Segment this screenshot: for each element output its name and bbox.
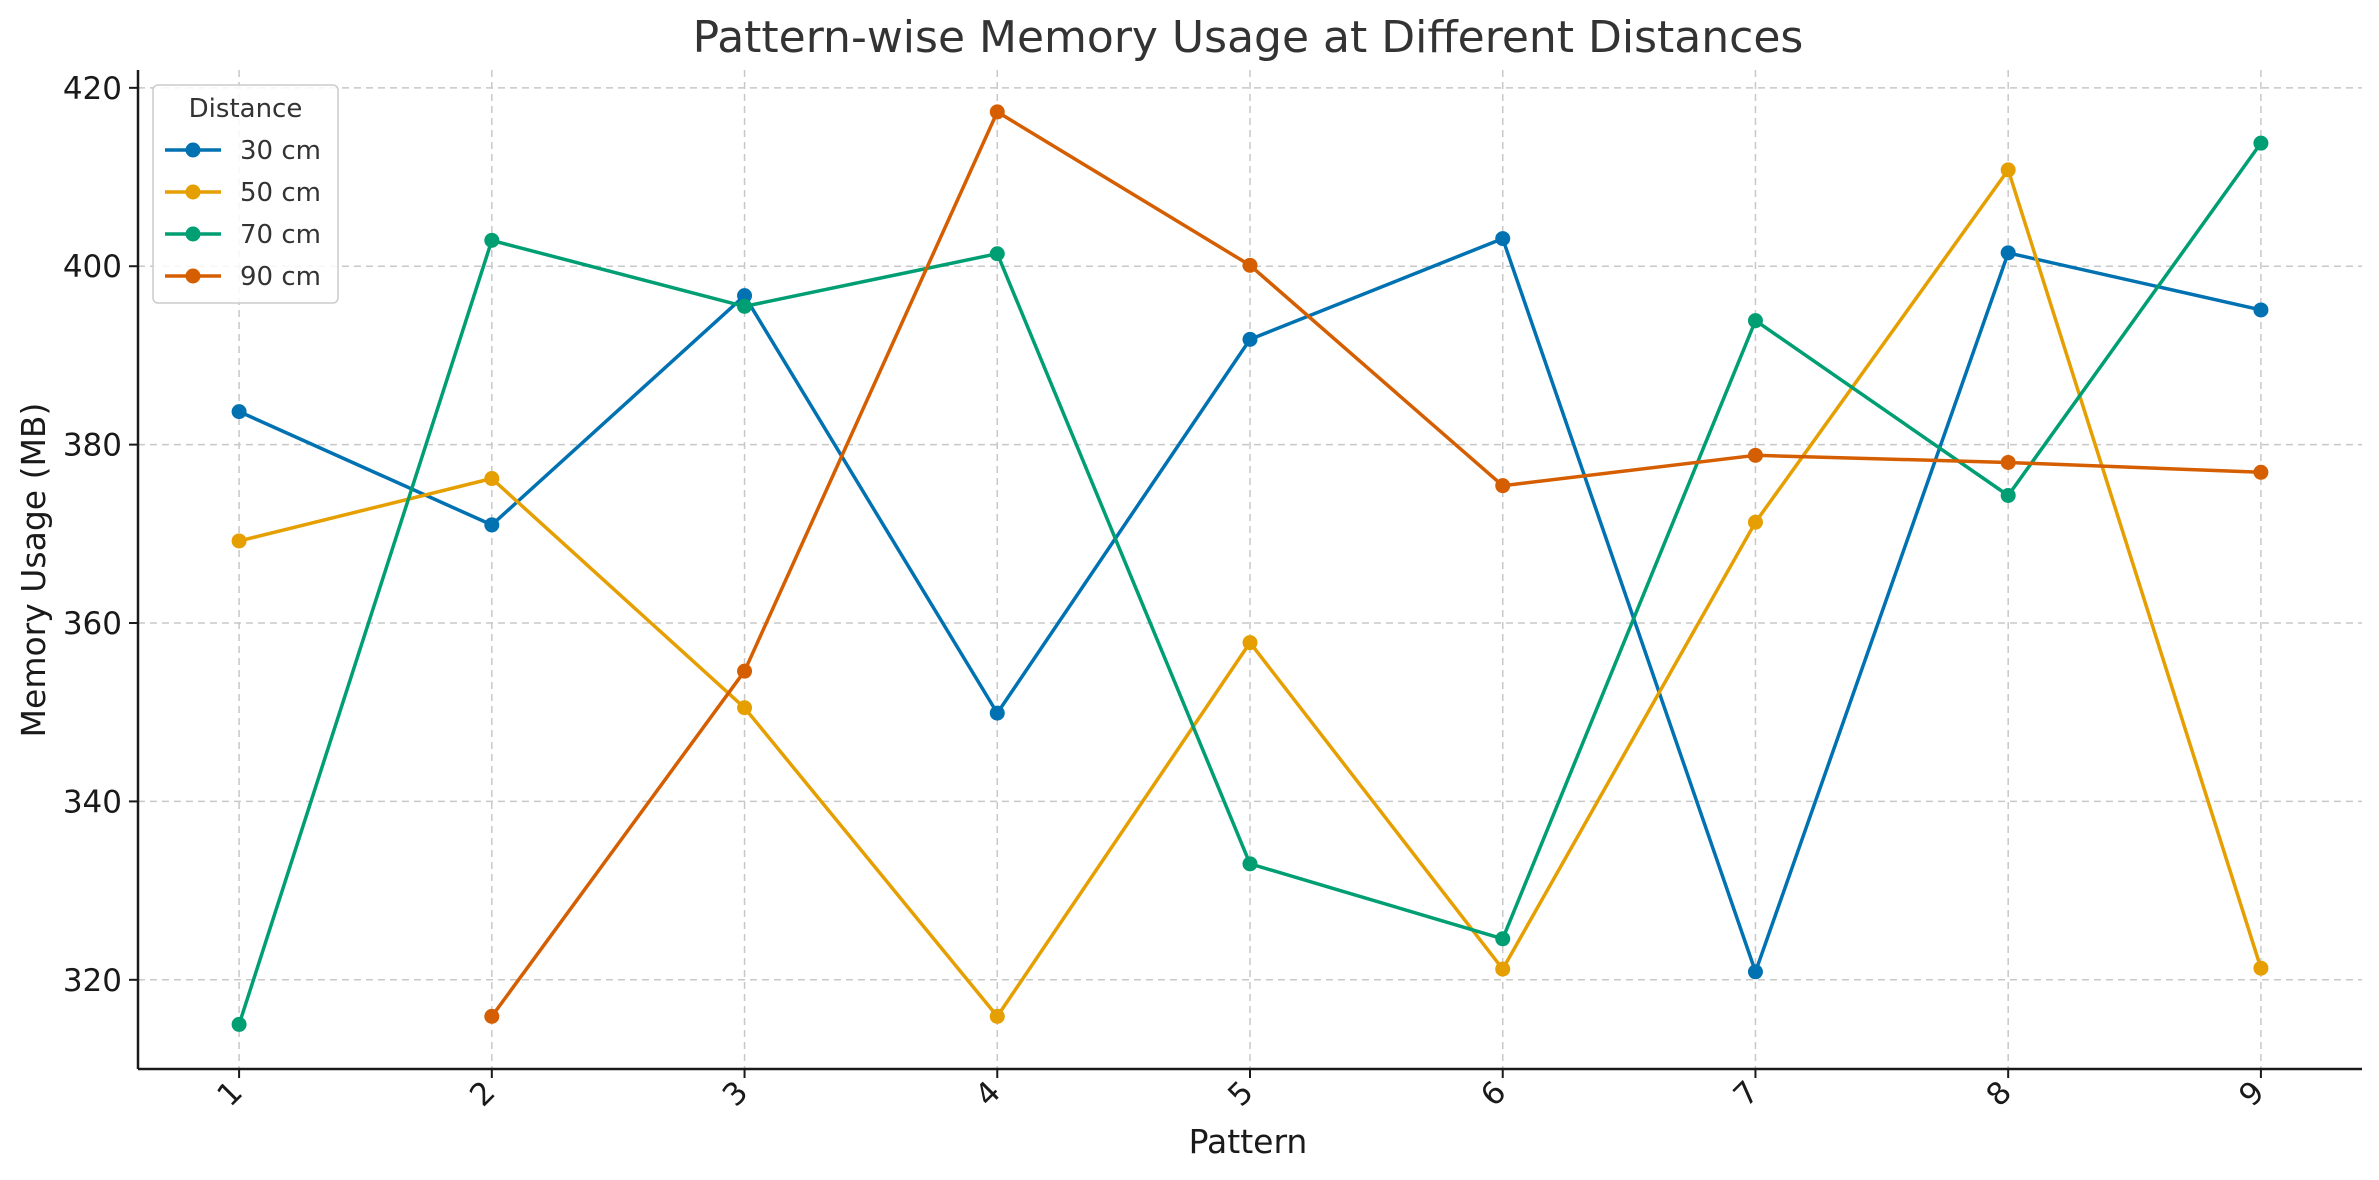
data-point bbox=[1495, 931, 1511, 947]
data-point bbox=[2000, 487, 2016, 503]
legend-label: 70 cm bbox=[240, 220, 321, 250]
legend-item: 30 cm bbox=[165, 136, 321, 166]
data-point bbox=[231, 404, 247, 420]
data-point bbox=[484, 1008, 500, 1024]
legend-item: 50 cm bbox=[165, 178, 321, 208]
data-point bbox=[2253, 960, 2269, 976]
y-tick-label: 380 bbox=[63, 428, 122, 464]
x-axis-label: Pattern bbox=[1189, 1122, 1308, 1161]
y-tick-label: 320 bbox=[63, 963, 122, 999]
data-point bbox=[2000, 454, 2016, 470]
data-point bbox=[484, 471, 500, 487]
data-point bbox=[1242, 635, 1258, 651]
data-point bbox=[1242, 856, 1258, 872]
legend-item: 70 cm bbox=[165, 220, 321, 250]
data-point bbox=[2253, 302, 2269, 318]
data-point bbox=[231, 533, 247, 549]
legend-box bbox=[152, 84, 339, 304]
legend-swatch-marker bbox=[185, 142, 201, 158]
chart-title: Pattern-wise Memory Usage at Different D… bbox=[693, 12, 1804, 63]
legend-item: 90 cm bbox=[165, 262, 321, 292]
data-point bbox=[1242, 331, 1258, 347]
data-point bbox=[989, 705, 1005, 721]
legend-label: 90 cm bbox=[240, 262, 321, 292]
legend-swatch-marker bbox=[185, 226, 201, 242]
data-point bbox=[2000, 162, 2016, 178]
y-tick-label: 360 bbox=[63, 606, 122, 642]
data-point bbox=[1747, 447, 1763, 463]
series-line bbox=[490, 110, 2263, 1019]
series-90-cm bbox=[484, 104, 2269, 1024]
y-tick-label: 420 bbox=[63, 71, 122, 107]
y-tick-label: 400 bbox=[63, 249, 122, 285]
legend-title: Distance bbox=[189, 94, 303, 124]
y-tick-label: 340 bbox=[63, 784, 122, 820]
data-point bbox=[2253, 135, 2269, 151]
data-point bbox=[2000, 245, 2016, 261]
data-point bbox=[737, 700, 753, 716]
data-point bbox=[989, 1008, 1005, 1024]
data-point bbox=[484, 517, 500, 533]
data-point bbox=[231, 1016, 247, 1032]
data-point bbox=[737, 288, 753, 304]
data-point bbox=[1747, 514, 1763, 530]
data-point bbox=[989, 246, 1005, 262]
legend-label: 50 cm bbox=[240, 178, 321, 208]
series-lines bbox=[231, 104, 2269, 1032]
series-70-cm bbox=[231, 135, 2269, 1032]
data-point bbox=[1242, 257, 1258, 273]
legend-swatch-marker bbox=[185, 184, 201, 200]
data-point bbox=[737, 663, 753, 679]
legend: Distance 30 cm 50 cm 70 cm 90 cm bbox=[152, 84, 339, 304]
series-30-cm bbox=[231, 231, 2269, 980]
legend-label: 30 cm bbox=[240, 136, 321, 166]
data-point bbox=[1495, 231, 1511, 247]
y-axis-label: Memory Usage (MB) bbox=[14, 403, 53, 738]
data-point bbox=[1495, 961, 1511, 977]
data-point bbox=[737, 298, 753, 314]
legend-swatch-marker bbox=[185, 268, 201, 284]
grid-lines bbox=[138, 70, 2362, 1069]
data-point bbox=[1747, 964, 1763, 980]
data-point bbox=[1495, 478, 1511, 494]
data-point bbox=[2253, 464, 2269, 480]
data-point bbox=[1747, 313, 1763, 329]
data-point bbox=[989, 104, 1005, 120]
data-point bbox=[484, 232, 500, 248]
series-50-cm bbox=[231, 162, 2269, 1024]
